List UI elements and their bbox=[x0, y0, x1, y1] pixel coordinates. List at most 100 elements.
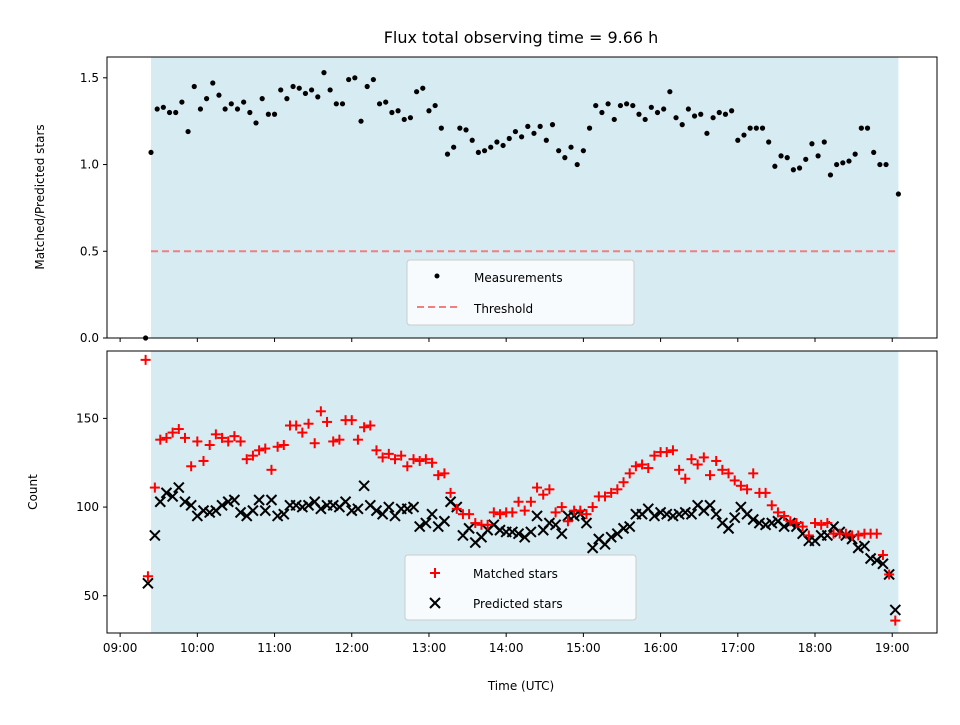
matched-point bbox=[217, 432, 228, 443]
matched-point bbox=[470, 518, 481, 529]
measurement-point bbox=[784, 155, 790, 161]
matched-point bbox=[581, 509, 592, 520]
predicted-point bbox=[426, 508, 438, 520]
predicted-point bbox=[352, 503, 364, 515]
measurement-point bbox=[191, 83, 197, 90]
measurement-point bbox=[741, 132, 747, 138]
y-tick-label: 150 bbox=[76, 411, 99, 425]
matched-point bbox=[785, 516, 796, 527]
y-tick-label: 1.5 bbox=[80, 71, 99, 85]
measurement-point bbox=[698, 111, 704, 117]
predicted-point bbox=[253, 494, 265, 506]
measurement-point bbox=[834, 161, 840, 168]
measurement-point bbox=[809, 141, 815, 147]
matched-point bbox=[507, 507, 518, 518]
measurement-point bbox=[290, 83, 296, 90]
matched-point bbox=[748, 468, 759, 479]
matched-point bbox=[877, 549, 888, 560]
measurement-point bbox=[630, 102, 636, 109]
matched-point bbox=[735, 480, 746, 491]
top-x-ticks bbox=[119, 338, 893, 342]
measurement-point bbox=[531, 130, 537, 136]
measurement-point bbox=[772, 163, 778, 169]
predicted-point bbox=[747, 513, 759, 526]
measurement-point bbox=[370, 76, 376, 83]
predicted-point bbox=[339, 496, 352, 508]
measurement-point bbox=[253, 120, 259, 126]
top-frame bbox=[106, 56, 938, 339]
matched-point bbox=[439, 468, 450, 479]
matched-point bbox=[192, 436, 203, 447]
matched-point bbox=[198, 455, 209, 466]
matched-point bbox=[383, 448, 394, 459]
matched-point bbox=[451, 503, 462, 514]
measurement-point bbox=[389, 109, 395, 116]
matched-point bbox=[303, 418, 314, 429]
predicted-stars-series bbox=[142, 480, 902, 616]
measurement-point bbox=[475, 149, 481, 156]
measurement-point bbox=[506, 135, 512, 142]
measurement-point bbox=[636, 111, 642, 117]
measurement-point bbox=[895, 191, 901, 197]
measurement-point bbox=[346, 76, 352, 83]
matched-point bbox=[210, 429, 221, 440]
x-tick-label: 12:00 bbox=[334, 641, 369, 655]
predicted-point bbox=[383, 501, 395, 513]
matched-point bbox=[630, 461, 641, 472]
measurement-point bbox=[321, 70, 327, 76]
matched-point bbox=[359, 422, 370, 433]
x-axis-label: Time (UTC) bbox=[487, 679, 554, 693]
matched-point bbox=[803, 530, 814, 541]
measurement-point bbox=[216, 92, 222, 98]
matched-point bbox=[810, 518, 821, 529]
matched-point bbox=[204, 440, 215, 450]
matched-point bbox=[643, 463, 654, 474]
measurement-point bbox=[661, 106, 667, 112]
matched-point bbox=[890, 615, 901, 626]
measurement-point bbox=[648, 104, 654, 110]
matched-point bbox=[742, 484, 753, 495]
matched-point bbox=[346, 415, 357, 426]
predicted-point bbox=[179, 496, 191, 508]
matched-point bbox=[766, 500, 777, 511]
measurement-point bbox=[228, 101, 234, 107]
matched-point bbox=[772, 507, 783, 518]
measurement-point bbox=[284, 96, 290, 102]
measurement-point bbox=[549, 122, 556, 128]
measurement-point bbox=[827, 172, 834, 178]
predicted-point bbox=[778, 520, 790, 533]
matched-point bbox=[556, 502, 567, 513]
matched-point bbox=[717, 464, 728, 475]
matched-point bbox=[519, 505, 530, 516]
measurement-point bbox=[432, 102, 438, 109]
measurement-point bbox=[747, 125, 753, 131]
measurement-point bbox=[358, 118, 364, 124]
matched-point bbox=[179, 432, 190, 443]
measurement-point bbox=[673, 115, 679, 121]
x-tick-label: 16:00 bbox=[643, 641, 678, 655]
matched-point bbox=[186, 461, 197, 472]
matched-point bbox=[723, 468, 734, 479]
measurement-point bbox=[327, 87, 333, 93]
predicted-point bbox=[438, 515, 451, 527]
x-tick-label: 10:00 bbox=[180, 641, 215, 655]
matched-point bbox=[513, 496, 524, 507]
matched-point bbox=[241, 454, 252, 465]
measurement-point bbox=[722, 111, 729, 117]
matched-point bbox=[649, 450, 660, 461]
predicted-point bbox=[648, 510, 661, 522]
measurement-point bbox=[185, 128, 191, 135]
top-panel: 0.0 0.5 1.0 1.5 Matched/Predicted stars Mea… bbox=[33, 56, 938, 345]
predicted-legend-label: Predicted stars bbox=[473, 597, 563, 611]
measurements-legend-marker bbox=[434, 273, 440, 279]
matched-point bbox=[297, 427, 308, 438]
predicted-point bbox=[605, 531, 617, 543]
measurement-point bbox=[247, 109, 253, 116]
measurement-point bbox=[259, 96, 265, 102]
measurement-point bbox=[457, 125, 463, 131]
matched-point bbox=[464, 509, 475, 520]
measurement-point bbox=[605, 101, 611, 107]
measurement-point bbox=[871, 149, 877, 156]
measurement-point bbox=[160, 104, 166, 110]
